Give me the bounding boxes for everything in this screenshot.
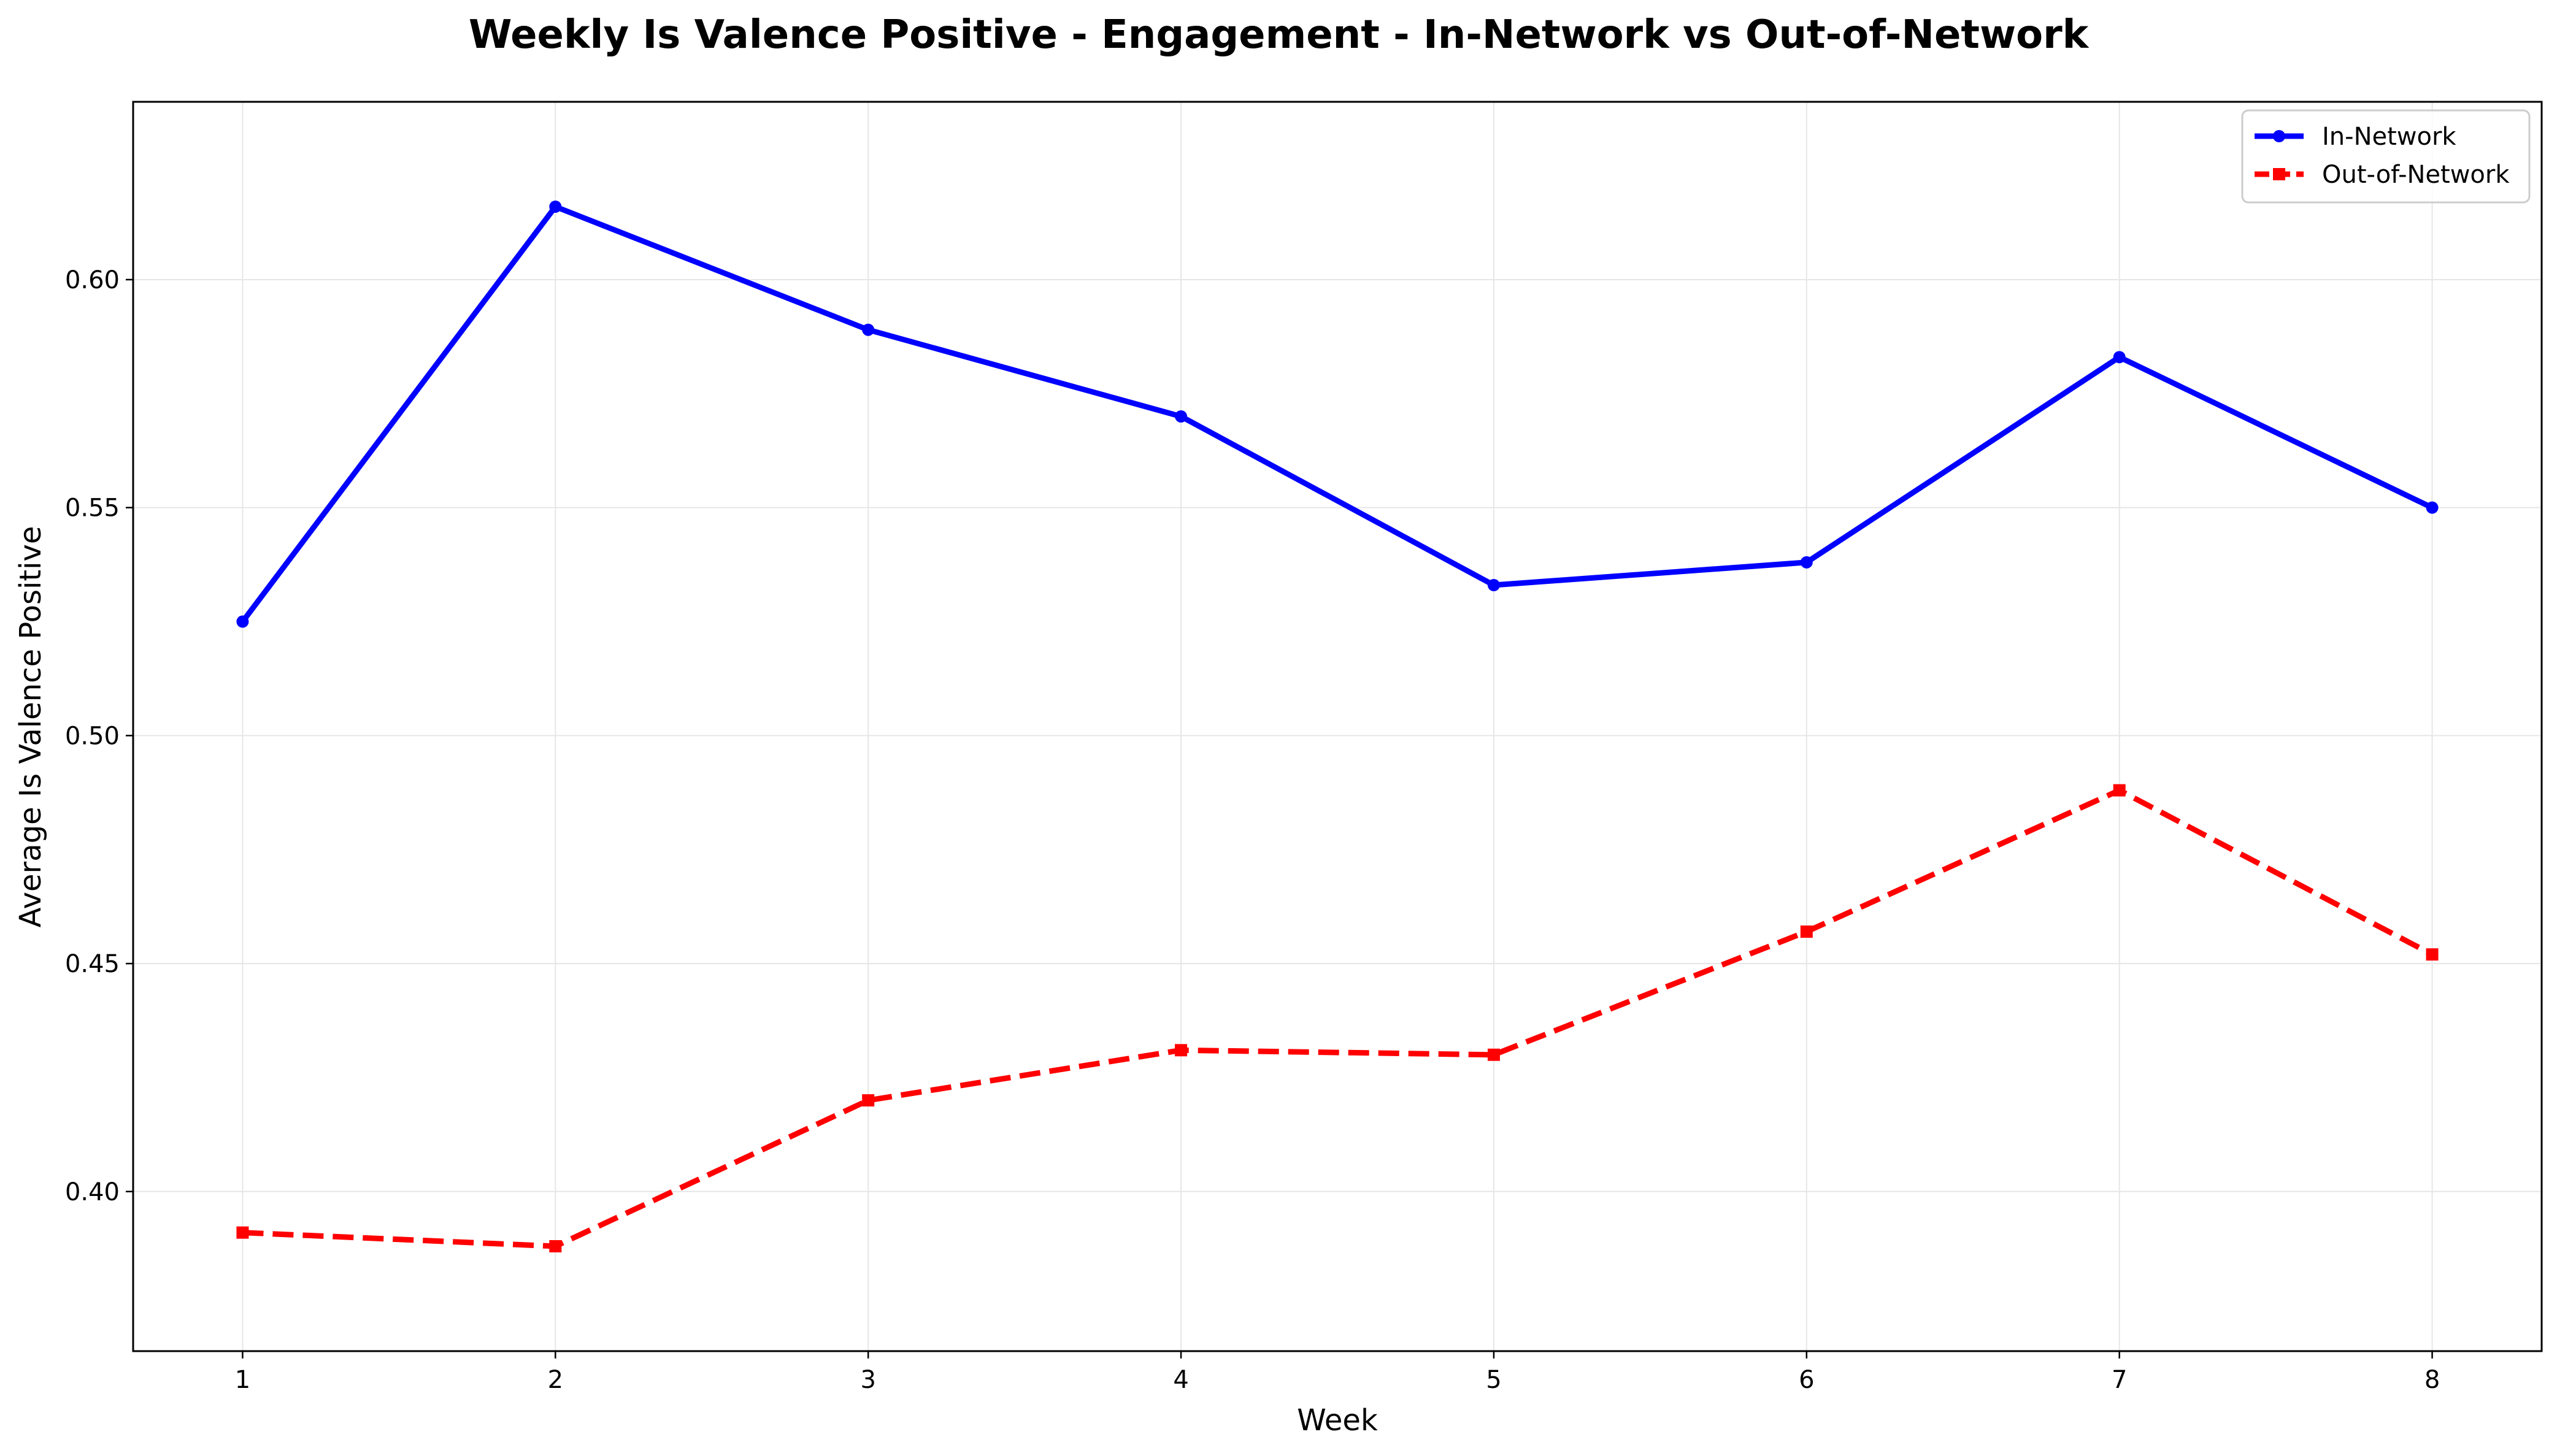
in-network-point: [2113, 351, 2126, 364]
y-tick-label: 0.40: [65, 1178, 120, 1206]
out-of-network-line: [242, 787, 2434, 1249]
legend-marker-out-of-network: [2273, 168, 2285, 180]
y-tick-label: 0.55: [65, 494, 120, 523]
legend-box: [2241, 109, 2531, 204]
x-tick-label: 3: [860, 1366, 875, 1394]
legend-label-out-of-network: Out-of-Network: [2322, 161, 2510, 189]
in-network-point: [862, 323, 875, 336]
x-tick-label: 2: [548, 1366, 563, 1394]
x-tick-label: 4: [1173, 1366, 1188, 1394]
out-of-network-point: [2426, 948, 2439, 961]
legend-entry-out-of-network: Out-of-Network: [2255, 161, 2510, 189]
ticks: 1 2 3 4 5 6 7 8 0.40 0.45 0.50 0.55 0.60: [65, 266, 2440, 1394]
plot-frame: [132, 101, 2543, 1352]
in-network-point: [1800, 556, 1813, 569]
y-axis-label: Average Is Valence Positive: [13, 526, 48, 928]
legend: In-Network Out-of-Network: [2241, 109, 2531, 204]
out-of-network-point: [862, 1094, 875, 1107]
series-layer: [236, 200, 2439, 1253]
grid: [133, 102, 2542, 1351]
out-of-network-point: [1800, 925, 1813, 938]
in-network-point: [2426, 501, 2439, 514]
legend-entry-in-network: In-Network: [2255, 123, 2456, 151]
legend-marker-in-network: [2273, 130, 2285, 142]
out-of-network-point: [236, 1226, 249, 1239]
x-tick-label: 5: [1486, 1366, 1501, 1394]
x-tick-label: 1: [235, 1366, 250, 1394]
y-tick-label: 0.60: [65, 266, 120, 294]
y-tick-label: 0.45: [65, 950, 120, 978]
in-network-point: [1487, 579, 1500, 592]
x-tick-label: 7: [2112, 1366, 2127, 1394]
in-network-series: [236, 200, 2439, 628]
out-of-network-point: [549, 1240, 562, 1253]
legend-label-in-network: In-Network: [2322, 123, 2456, 151]
in-network-line: [240, 204, 2434, 624]
out-of-network-point: [1487, 1048, 1500, 1061]
x-tick-label: 6: [1799, 1366, 1814, 1394]
y-tick-label: 0.50: [65, 722, 120, 750]
in-network-point: [236, 615, 249, 628]
in-network-point: [549, 200, 562, 213]
x-axis-label: Week: [1297, 1403, 1378, 1438]
in-network-point: [1175, 410, 1188, 423]
chart-title: Weekly Is Valence Positive - Engagement …: [469, 12, 2090, 58]
out-of-network-point: [1175, 1044, 1188, 1057]
out-of-network-point: [2113, 784, 2126, 797]
x-tick-label: 8: [2424, 1366, 2440, 1394]
out-of-network-series: [236, 784, 2439, 1253]
